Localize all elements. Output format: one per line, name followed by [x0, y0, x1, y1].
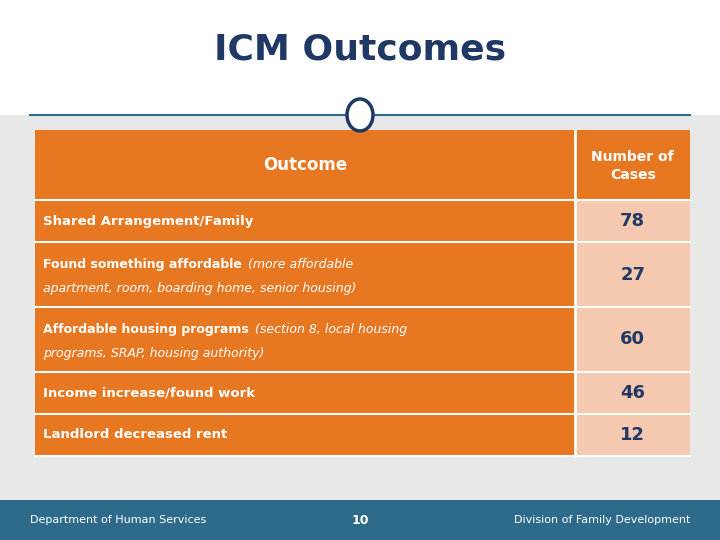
Bar: [575, 307, 690, 372]
Text: programs, SRAP, housing authority): programs, SRAP, housing authority): [43, 347, 264, 360]
Text: Division of Family Development: Division of Family Development: [513, 515, 690, 525]
Bar: [35, 414, 575, 456]
Text: 10: 10: [351, 514, 369, 526]
Bar: [575, 414, 690, 456]
Text: (more affordable: (more affordable: [244, 258, 353, 271]
Text: Income increase/found work: Income increase/found work: [43, 387, 255, 400]
Text: Number of: Number of: [591, 150, 674, 164]
Text: Found something affordable: Found something affordable: [43, 258, 242, 271]
Ellipse shape: [347, 99, 373, 131]
Text: Outcome: Outcome: [263, 156, 347, 174]
Text: 46: 46: [620, 384, 645, 402]
Text: (section 8, local housing: (section 8, local housing: [251, 323, 407, 336]
Text: 27: 27: [620, 266, 645, 284]
Text: Landlord decreased rent: Landlord decreased rent: [43, 429, 228, 442]
Text: Department of Human Services: Department of Human Services: [30, 515, 206, 525]
Text: 60: 60: [620, 330, 645, 348]
Text: Affordable housing programs: Affordable housing programs: [43, 323, 248, 336]
Bar: [575, 200, 690, 242]
Bar: [35, 372, 575, 414]
Bar: [575, 372, 690, 414]
Bar: [575, 242, 690, 307]
Bar: [35, 130, 690, 200]
Bar: [0, 115, 720, 500]
Text: ICM Outcomes: ICM Outcomes: [214, 33, 506, 67]
Text: 12: 12: [620, 426, 645, 444]
Bar: [0, 0, 720, 115]
Text: Shared Arrangement/Family: Shared Arrangement/Family: [43, 214, 253, 227]
Bar: [35, 200, 575, 242]
Text: apartment, room, boarding home, senior housing): apartment, room, boarding home, senior h…: [43, 282, 356, 295]
Text: 78: 78: [620, 212, 645, 230]
Bar: [35, 242, 575, 307]
Bar: [0, 500, 720, 540]
Bar: [35, 307, 575, 372]
Text: Cases: Cases: [610, 168, 656, 182]
